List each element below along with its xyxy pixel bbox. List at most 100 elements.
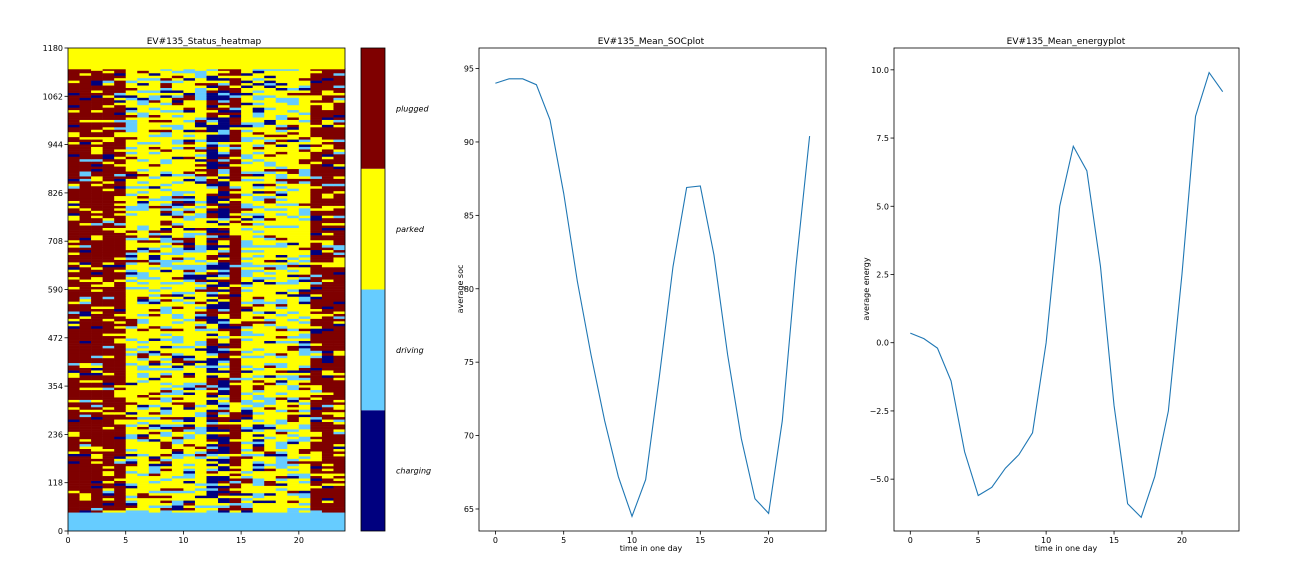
heatmap-cell (333, 318, 346, 322)
heatmap-cell (194, 68, 207, 71)
heatmap-cell (114, 269, 127, 273)
heatmap-cell (68, 505, 80, 508)
heatmap-cell (321, 502, 334, 506)
heatmap-cell (321, 394, 334, 398)
heatmap-cell (229, 112, 242, 116)
heatmap-cell (321, 392, 334, 395)
heatmap-cell (298, 458, 311, 462)
heatmap-cell (287, 188, 300, 192)
heatmap-cell (264, 230, 277, 233)
heatmap-cell (287, 313, 300, 317)
heatmap-cell (114, 173, 127, 177)
heatmap-cell (183, 95, 196, 98)
heatmap-cell (333, 247, 346, 251)
heatmap-cell (194, 225, 207, 228)
heatmap-cell (171, 119, 184, 123)
heatmap-cell (114, 424, 127, 427)
heatmap-cell (287, 237, 300, 241)
heatmap-cell (160, 507, 173, 511)
heatmap-cell (275, 406, 288, 410)
heatmap-cell (310, 225, 323, 228)
heatmap-cell (264, 166, 277, 170)
heatmap-cell (310, 257, 323, 260)
heatmap-cell (79, 436, 92, 440)
heatmap-cell (333, 68, 346, 71)
heatmap-cell (229, 492, 242, 496)
heatmap-cell (333, 397, 346, 400)
energy-ticks: 0 5 10 15 20−5.0−2.50.02.55.07.510.0 (870, 66, 1187, 545)
heatmap-cell (79, 470, 92, 474)
heatmap-cell (125, 151, 138, 155)
heatmap-cell (310, 244, 323, 248)
heatmap-cell (333, 249, 346, 253)
heatmap-cell (68, 500, 80, 504)
heatmap-cell (171, 365, 184, 368)
heatmap-cell (321, 500, 334, 504)
heatmap-cell (321, 289, 334, 292)
heatmap-cell (287, 303, 300, 307)
heatmap-y-tick-label: 354 (48, 382, 63, 391)
heatmap-cell (287, 478, 300, 481)
heatmap-cell (298, 242, 311, 246)
heatmap-cell (321, 227, 334, 231)
heatmap-cell (206, 345, 219, 349)
heatmap-cell (125, 131, 138, 135)
heatmap-cell (125, 387, 138, 391)
heatmap-cell (206, 502, 219, 506)
heatmap-cell (275, 338, 288, 341)
heatmap-cell (252, 411, 265, 415)
heatmap-cell (68, 335, 80, 339)
heatmap-cell (275, 271, 288, 275)
heatmap-cell (114, 129, 127, 133)
heatmap-cell (229, 146, 242, 150)
heatmap-cell (218, 360, 230, 364)
heatmap-cell (183, 370, 196, 373)
heatmap-cell (218, 419, 230, 423)
heatmap-cell (252, 171, 265, 174)
heatmap-cell (148, 264, 161, 268)
heatmap-cell (298, 212, 311, 216)
heatmap-cell (171, 473, 184, 477)
heatmap-cell (68, 384, 80, 388)
heatmap-cell (102, 402, 115, 405)
heatmap-cell (241, 370, 253, 373)
heatmap-cell (114, 154, 127, 157)
heatmap-cell (114, 357, 127, 361)
heatmap-cell (91, 345, 103, 349)
heatmap-cell (321, 104, 334, 108)
heatmap-cell (171, 195, 184, 199)
heatmap-cell (114, 475, 127, 479)
heatmap-cell (298, 441, 311, 445)
heatmap-cell (68, 254, 80, 258)
heatmap-cell (298, 72, 311, 76)
heatmap-cell (275, 68, 288, 71)
heatmap-cell (160, 431, 173, 435)
heatmap-cell (114, 510, 127, 513)
heatmap-cell (183, 367, 196, 371)
heatmap-cell (264, 510, 277, 513)
heatmap-cell (79, 156, 92, 160)
heatmap-cell (160, 490, 173, 494)
heatmap-cell (171, 266, 184, 270)
heatmap-cell (102, 495, 115, 499)
heatmap-cell (79, 163, 92, 167)
heatmap-cell (68, 345, 80, 349)
heatmap-cell (206, 149, 219, 152)
heatmap-cell (275, 122, 288, 125)
heatmap-cell (102, 345, 115, 349)
heatmap-cell (137, 294, 150, 297)
heatmap-x-ticks: 0 5 10 15 20 (65, 531, 304, 545)
heatmap-cell (79, 230, 92, 233)
heatmap-cell (125, 429, 138, 432)
heatmap-cell (310, 318, 323, 322)
heatmap-cell (321, 443, 334, 447)
heatmap-cell (91, 181, 103, 184)
heatmap-cell (287, 183, 300, 187)
heatmap-cell (102, 259, 115, 263)
heatmap-cell (287, 289, 300, 292)
heatmap-cell (206, 375, 219, 378)
heatmap-cell (171, 421, 184, 425)
heatmap-cell (321, 298, 334, 302)
heatmap-cell (287, 507, 300, 511)
heatmap-cell (125, 90, 138, 93)
